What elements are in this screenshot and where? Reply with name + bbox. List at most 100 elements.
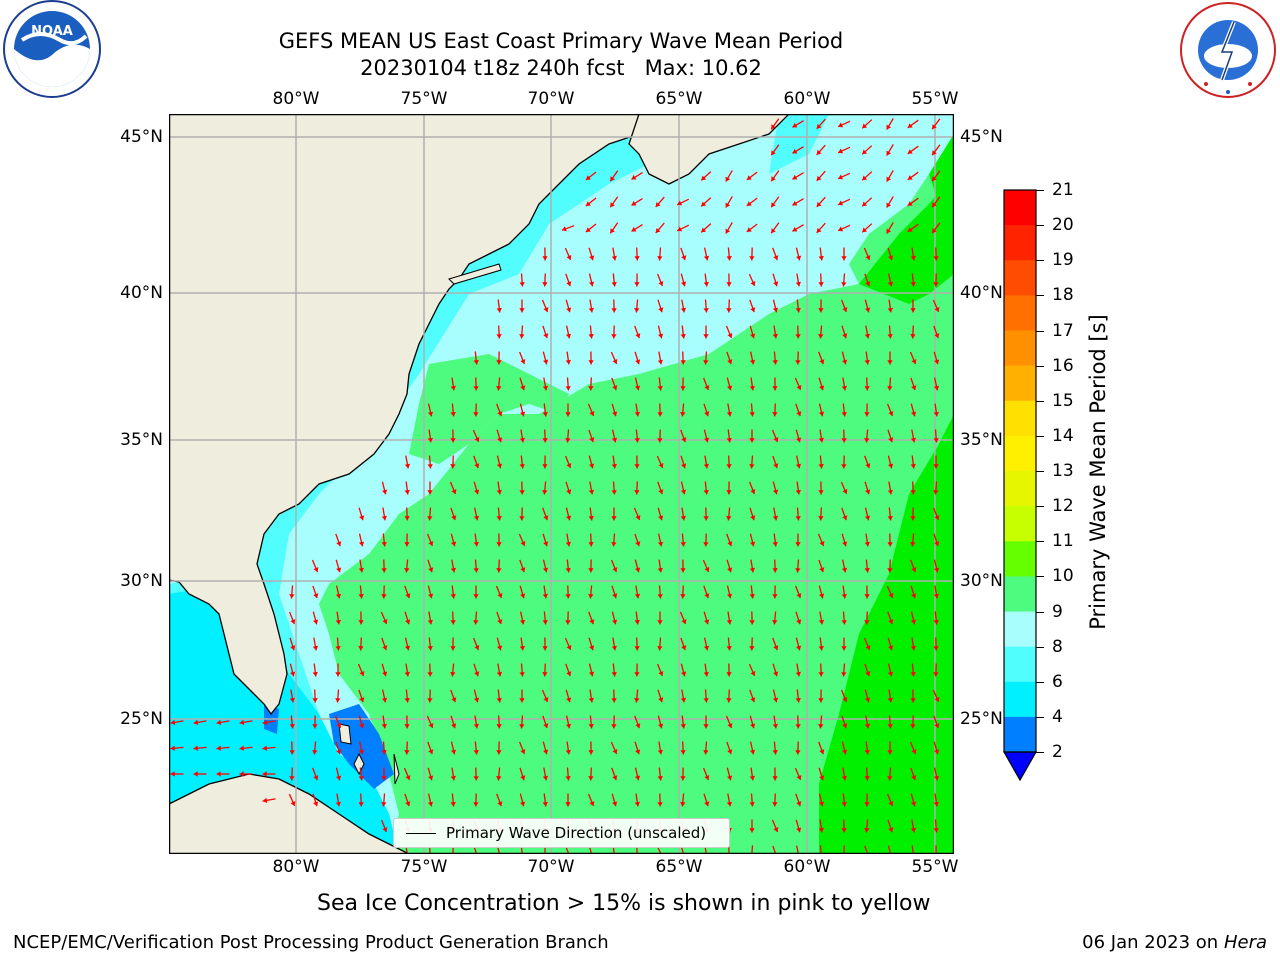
wave-arrow-head [450,749,457,755]
wave-arrow-head [474,437,480,442]
wave-arrow-head [704,411,710,417]
wave-arrow-head [289,594,295,599]
wave-arrow-head [796,619,802,625]
wave-arrow-head [727,333,733,338]
wave-arrow-head [313,775,319,781]
wave-arrow-head [427,672,433,677]
wave-arrow-head [726,646,732,651]
wave-arrow-head [933,775,940,781]
wave-arrow-head [588,750,594,755]
wave-arrow-head [703,542,709,547]
wave-arrow-head [497,437,503,443]
wave-arrow-head [911,567,917,573]
wave-arrow-head [680,594,686,599]
wave-arrow-head [772,776,778,781]
wave-arrow-head [703,724,709,729]
wave-arrow-head [358,775,364,781]
wave-arrow-head [750,541,756,547]
chart-title-line2: 20230104 t18z 240h fcst Max: 10.62 [360,56,762,80]
wave-arrow-head [865,463,871,469]
wave-arrow-head [772,723,778,729]
wave-arrow-head [842,723,848,729]
wave-arrow-head [841,593,847,599]
wave-arrow-head [907,201,913,206]
wave-arrow-head [888,411,894,416]
wave-arrow-head [727,567,733,573]
colorbar-block [1004,646,1036,683]
wave-arrow-head [610,202,615,208]
wave-arrow-head [864,620,870,625]
wave-arrow-head [888,593,894,598]
wave-arrow-head [772,307,779,313]
wave-arrow-head [566,281,572,287]
wave-arrow-head [381,750,387,755]
wave-arrow-head [405,619,411,625]
wave-arrow-head [359,697,365,703]
wave-arrow-head [934,359,940,365]
wave-arrow-head [864,568,870,573]
wave-arrow-head [911,411,917,417]
wave-arrow-head [838,174,844,180]
wave-arrow [564,845,570,854]
wave-arrow-head [796,385,802,390]
wave-arrow-head [565,438,571,443]
wave-arrow-head [704,619,710,625]
wave-arrow-head [907,123,913,128]
wave-arrow-head [701,227,707,233]
wave-arrow-head [312,750,318,755]
wave-arrow-head [933,411,939,417]
wave-arrow-head [404,542,410,547]
legend-line-icon [406,832,436,834]
wave-arrow-head [634,256,640,261]
wave-arrow-head [841,412,847,417]
wave-arrow-head [750,697,756,703]
wave-arrow-head [910,490,916,495]
wave-arrow-head [841,646,847,651]
wave-arrow-head [312,645,319,651]
wave-arrow-head [773,645,779,651]
wave-arrow-head [749,256,755,261]
wave-arrow-head [773,255,779,261]
wave-arrow-head [634,672,640,677]
wave-arrow-head [634,775,641,781]
wave-arrow-head [746,227,752,232]
colorbar-block [1004,681,1036,718]
wave-arrow-head [588,542,594,547]
wave-arrow-head [933,282,939,287]
wave-arrow-head [589,411,595,416]
wave-arrow-head [170,771,175,777]
wave-arrow-head [750,489,756,494]
wave-arrow-head [749,646,755,651]
wave-arrow-head [496,776,502,781]
wave-arrow-head [842,333,848,339]
wave-arrow-head [887,334,893,339]
colorbar-tick-label: 6 [1052,671,1063,692]
wave-arrow-head [496,542,502,547]
wave-arrow-head [611,672,617,677]
wave-arrow-head [680,542,686,547]
wave-arrow-head [612,775,618,781]
wave-arrow-head [290,645,296,651]
wave-arrow-head [841,620,847,625]
wave-arrow-head [404,645,411,651]
colorbar-block [1004,295,1036,331]
wave-arrow-head [496,463,503,469]
wave-arrow [728,845,730,854]
lon-label-bottom: 65°W [655,857,703,877]
wave-arrow-head [703,645,710,651]
colorbar-tick-mark [1036,506,1044,508]
wave-arrow-head [612,385,618,391]
wave-arrow-head [635,359,641,365]
wave-arrow-head [611,724,617,729]
wave-arrow-head [841,828,847,833]
wave-arrow-head [727,775,733,781]
wave-arrow-head [450,385,456,391]
wave-arrow-head [631,226,637,232]
wave-arrow-head [818,255,824,261]
wave-arrow-head [680,568,686,573]
wave-arrow-head [934,307,940,312]
wave-arrow-head [749,412,755,417]
wave-arrow-head [565,359,571,365]
ocean-period-10-11 [819,114,954,854]
wave-arrow-head [819,593,825,599]
